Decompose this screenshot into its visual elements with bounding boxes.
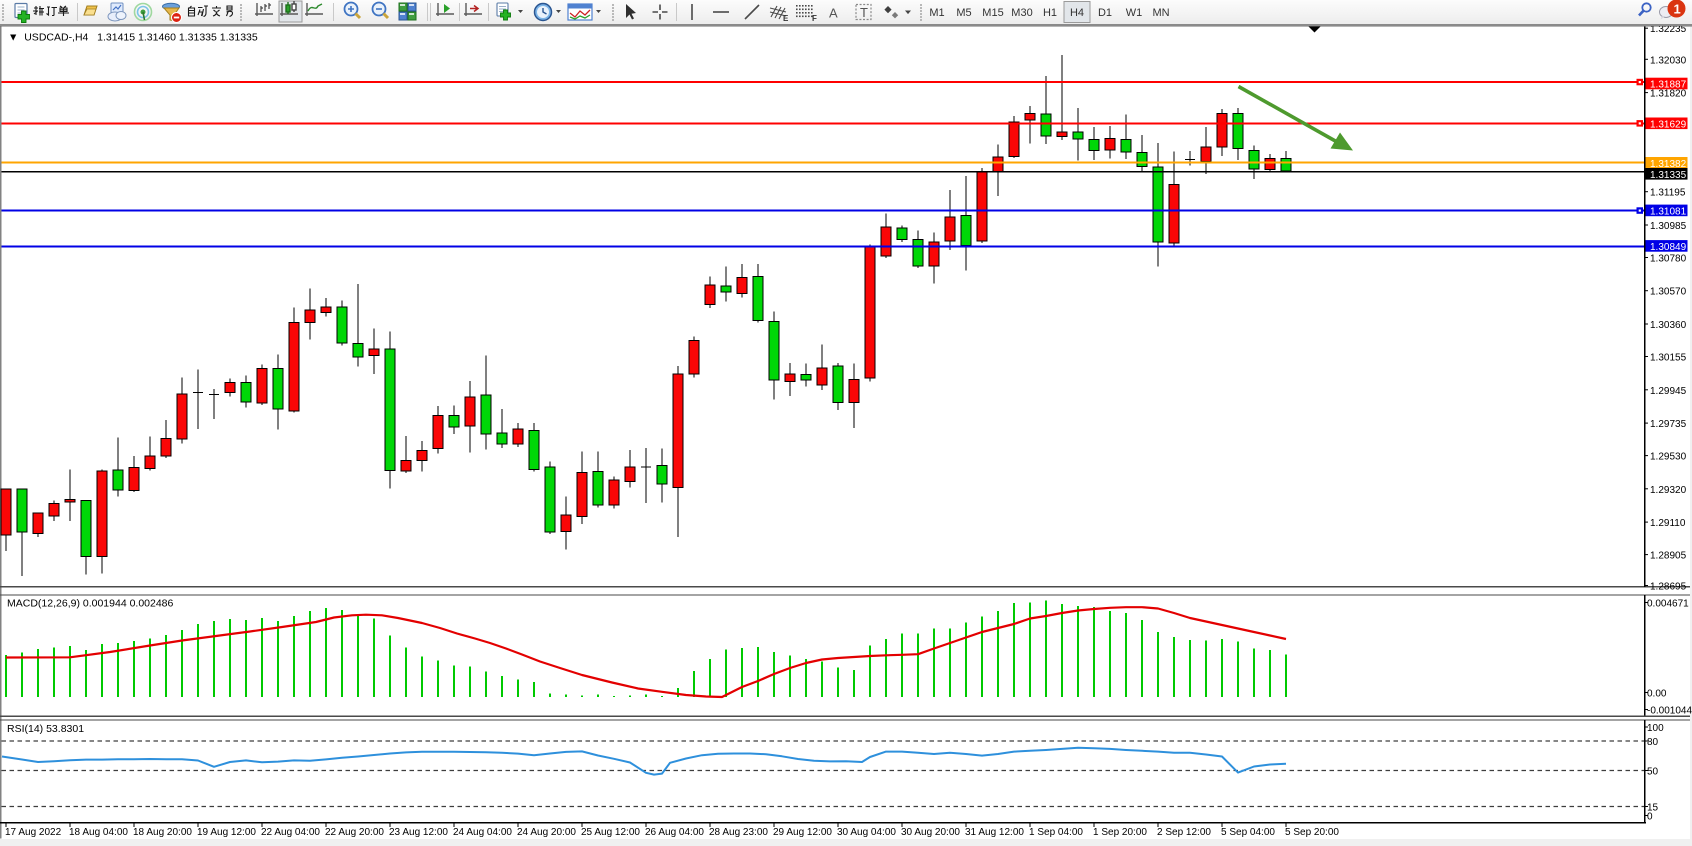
svg-text:5 Sep 20:00: 5 Sep 20:00 bbox=[1285, 827, 1339, 838]
svg-text:F: F bbox=[812, 14, 817, 23]
svg-text:▼ USDCAD-,H4 1.31415 1.3146: ▼ USDCAD-,H4 1.31415 1.31460 1.31335 1.3… bbox=[8, 32, 258, 44]
svg-text:17 Aug 2022: 17 Aug 2022 bbox=[5, 827, 62, 838]
svg-text:1.29945: 1.29945 bbox=[1650, 386, 1687, 397]
svg-text:D1: D1 bbox=[1098, 7, 1112, 19]
svg-text:1.29530: 1.29530 bbox=[1650, 452, 1687, 463]
svg-text:30 Aug 20:00: 30 Aug 20:00 bbox=[901, 827, 960, 838]
svg-text:0: 0 bbox=[1647, 812, 1653, 823]
svg-text:1.31820: 1.31820 bbox=[1650, 89, 1687, 100]
svg-text:H4: H4 bbox=[1070, 7, 1084, 19]
svg-text:26 Aug 04:00: 26 Aug 04:00 bbox=[645, 827, 704, 838]
svg-text:1 Sep 20:00: 1 Sep 20:00 bbox=[1093, 827, 1147, 838]
svg-text:1.30849: 1.30849 bbox=[1650, 242, 1687, 253]
svg-text:18 Aug 20:00: 18 Aug 20:00 bbox=[133, 827, 192, 838]
svg-text:M15: M15 bbox=[982, 7, 1003, 19]
svg-text:1.32235: 1.32235 bbox=[1650, 24, 1687, 35]
svg-text:T: T bbox=[860, 5, 868, 20]
svg-text:A: A bbox=[829, 6, 838, 21]
svg-text:1.29320: 1.29320 bbox=[1650, 485, 1687, 496]
svg-text:1: 1 bbox=[1674, 2, 1681, 17]
svg-text:M1: M1 bbox=[929, 7, 944, 19]
svg-text:1.31887: 1.31887 bbox=[1650, 80, 1687, 91]
svg-text:1.28905: 1.28905 bbox=[1650, 551, 1687, 562]
svg-text:1.30360: 1.30360 bbox=[1650, 320, 1687, 331]
svg-text:1.31382: 1.31382 bbox=[1650, 159, 1687, 170]
svg-text:5 Sep 04:00: 5 Sep 04:00 bbox=[1221, 827, 1275, 838]
svg-text:29 Aug 12:00: 29 Aug 12:00 bbox=[773, 827, 832, 838]
svg-text:RSI(14) 53.8301: RSI(14) 53.8301 bbox=[7, 723, 84, 735]
svg-text:24 Aug 04:00: 24 Aug 04:00 bbox=[453, 827, 512, 838]
svg-text:W1: W1 bbox=[1126, 7, 1143, 19]
svg-text:1.28695: 1.28695 bbox=[1650, 582, 1687, 593]
svg-text:22 Aug 04:00: 22 Aug 04:00 bbox=[261, 827, 320, 838]
svg-text:24 Aug 20:00: 24 Aug 20:00 bbox=[517, 827, 576, 838]
svg-text:50: 50 bbox=[1647, 767, 1659, 778]
svg-text:22 Aug 20:00: 22 Aug 20:00 bbox=[325, 827, 384, 838]
svg-text:H1: H1 bbox=[1043, 7, 1057, 19]
svg-text:1.31629: 1.31629 bbox=[1650, 119, 1687, 130]
svg-text:80: 80 bbox=[1647, 737, 1659, 748]
svg-text:1.30985: 1.30985 bbox=[1650, 221, 1687, 232]
svg-text:MN: MN bbox=[1152, 7, 1169, 19]
svg-text:1.32030: 1.32030 bbox=[1650, 55, 1687, 66]
svg-text:2 Sep 12:00: 2 Sep 12:00 bbox=[1157, 827, 1211, 838]
svg-text:1.30780: 1.30780 bbox=[1650, 254, 1687, 265]
svg-text:1.29110: 1.29110 bbox=[1650, 518, 1686, 529]
svg-text:19 Aug 12:00: 19 Aug 12:00 bbox=[197, 827, 256, 838]
svg-text:E: E bbox=[783, 14, 789, 23]
svg-text:1.31195: 1.31195 bbox=[1650, 188, 1686, 199]
svg-text:30 Aug 04:00: 30 Aug 04:00 bbox=[837, 827, 896, 838]
svg-text:0.00: 0.00 bbox=[1647, 689, 1667, 700]
svg-text:18 Aug 04:00: 18 Aug 04:00 bbox=[69, 827, 128, 838]
svg-text:28 Aug 23:00: 28 Aug 23:00 bbox=[709, 827, 768, 838]
svg-text:0.004671: 0.004671 bbox=[1647, 599, 1689, 610]
svg-text:MACD(12,26,9) 0.001944 0.00248: MACD(12,26,9) 0.001944 0.002486 bbox=[7, 598, 174, 610]
svg-text:31 Aug 12:00: 31 Aug 12:00 bbox=[965, 827, 1024, 838]
svg-text:1.31081: 1.31081 bbox=[1650, 206, 1687, 217]
svg-text:1.30570: 1.30570 bbox=[1650, 287, 1687, 298]
svg-text:1.29735: 1.29735 bbox=[1650, 419, 1687, 430]
svg-text:-0.001044: -0.001044 bbox=[1647, 706, 1692, 717]
svg-text:1.30155: 1.30155 bbox=[1650, 353, 1687, 364]
svg-text:15: 15 bbox=[1647, 803, 1659, 814]
svg-text:M30: M30 bbox=[1011, 7, 1032, 19]
svg-text:100: 100 bbox=[1647, 723, 1664, 734]
svg-text:1 Sep 04:00: 1 Sep 04:00 bbox=[1029, 827, 1083, 838]
svg-text:25 Aug 12:00: 25 Aug 12:00 bbox=[581, 827, 640, 838]
svg-text:M5: M5 bbox=[956, 7, 971, 19]
svg-text:23 Aug 12:00: 23 Aug 12:00 bbox=[389, 827, 448, 838]
svg-text:1.31335: 1.31335 bbox=[1650, 170, 1687, 181]
